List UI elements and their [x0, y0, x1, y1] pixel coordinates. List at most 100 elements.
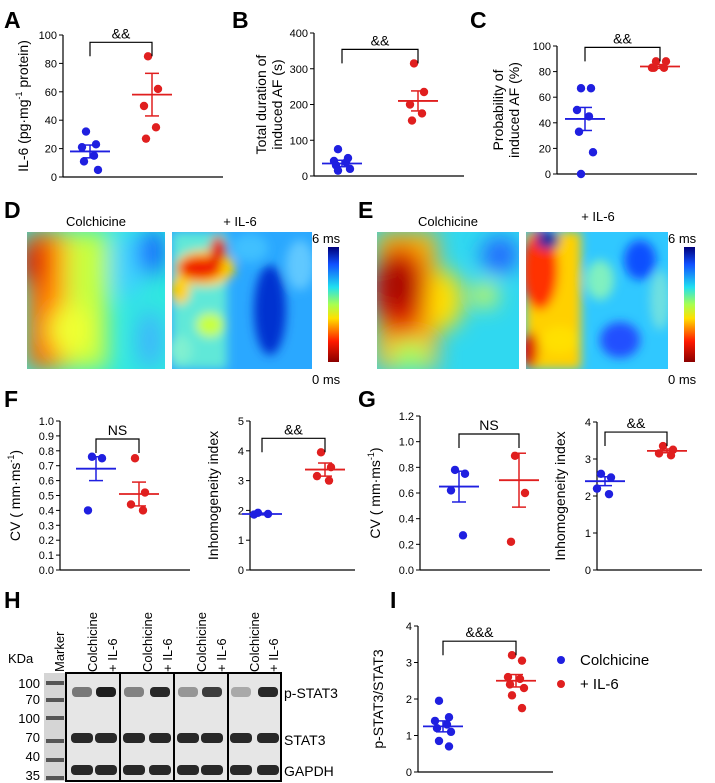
data-point-b: [409, 59, 419, 68]
blot-marker-band: [46, 716, 64, 720]
y-axis-label-b: induced AF (s): [269, 59, 285, 149]
blot-marker-band: [46, 698, 64, 702]
significance-bracket-c: [584, 46, 661, 62]
blot-mw-40: 40: [26, 749, 40, 764]
colorbar-d: [328, 247, 339, 362]
y-tick-label-i: 2: [406, 694, 412, 706]
data-point-g1: [450, 465, 460, 475]
y-tick-label-f1: 0.7: [39, 461, 54, 473]
data-point-f1: [97, 454, 107, 463]
y-tick-label-f1: 0.3: [39, 520, 54, 532]
y-tick-label-g1: 0.0: [399, 565, 414, 577]
y-tick-label-g1: 0.6: [399, 488, 414, 500]
panel-g-cv-plot: 0.0 0.2 0.4 0.6 0.8 1.0 1.2 CV ( mm·ms-1) NS: [366, 411, 550, 577]
panel-letter-e: E: [358, 197, 373, 223]
y-tick-label-c: 100: [533, 41, 551, 53]
data-point-b: [333, 144, 343, 154]
data-point-a: [89, 151, 99, 160]
significance-label-g2: &&: [627, 415, 646, 431]
data-point-g1: [506, 537, 516, 546]
blot-lane-label: Colchicine: [140, 612, 155, 672]
data-point-g1: [520, 488, 530, 498]
data-point-g1: [446, 486, 456, 495]
data-point-a: [93, 165, 103, 175]
panel-letter-g: G: [358, 386, 376, 412]
y-tick-label-f1: 1.0: [39, 416, 54, 428]
panel-d-heatmaps: Colchicine + IL-6: [27, 214, 341, 387]
significance-label-i: &&&: [465, 624, 494, 640]
y-tick-label-f2: 1: [238, 535, 244, 547]
data-point-g2: [658, 441, 668, 451]
blot-mw-100a: 100: [18, 676, 40, 691]
significance-bracket-f1: [95, 438, 140, 453]
blot-band-gapdh: [177, 765, 199, 775]
significance-label-f1: NS: [108, 422, 127, 438]
y-tick-label-a: 60: [45, 87, 57, 99]
significance-bracket-i: [442, 640, 517, 656]
blot-marker-lane: [44, 673, 66, 781]
panel-letter-c: C: [470, 7, 487, 33]
blot-band-gapdh: [95, 765, 117, 775]
panel-f-inhomogeneity-plot: 0 1 2 3 4 5 Inhomogeneity index &&: [205, 416, 355, 577]
data-point-i: [519, 683, 529, 693]
data-point-c: [586, 84, 596, 93]
y-tick-label-f2: 3: [238, 476, 244, 488]
data-point-b: [345, 164, 355, 174]
data-point-a: [139, 101, 149, 111]
data-point-i: [446, 727, 456, 737]
y-tick-label-b: 100: [290, 135, 308, 147]
y-tick-label-g2: 3: [585, 454, 591, 466]
y-tick-label-c: 80: [539, 67, 551, 79]
legend-label-colchicine: Colchicine: [580, 652, 649, 669]
y-tick-label-g1: 1.2: [399, 411, 414, 423]
panel-a-il6-plot: 0 20 40 60 80 100 IL-6 (pg·mg-1 protein) &&: [14, 25, 223, 184]
blot-marker-band: [46, 776, 64, 780]
data-point-f1: [140, 488, 150, 497]
data-point-f1: [126, 500, 136, 509]
y-tick-label-g2: 2: [585, 491, 591, 503]
y-tick-label-f1: 0.8: [39, 446, 54, 458]
panel-e-heatmaps: Colchicine + IL-6: [377, 209, 697, 387]
data-point-a: [143, 52, 153, 61]
heatmap-e-il6: [526, 232, 668, 369]
y-tick-label-f1: 0.1: [39, 550, 54, 562]
y-tick-label-g1: 1.0: [399, 437, 414, 449]
blot-band-stat3: [149, 733, 171, 743]
y-axis-label-c: induced AF (%): [506, 62, 522, 158]
colorbar-d-bottom-label: 0 ms: [312, 372, 341, 387]
blot-lane-label: + IL-6: [105, 638, 120, 672]
panel-letter-b: B: [232, 7, 249, 33]
y-tick-label-a: 80: [45, 58, 57, 70]
blot-kda-label: KDa: [8, 651, 34, 666]
blot-band-pstat3: [258, 687, 278, 697]
y-axis-label-a: IL-6 (pg·mg-1 protein): [14, 40, 31, 172]
blot-band-gapdh: [201, 765, 223, 775]
blot-band-pstat3: [231, 687, 251, 697]
data-point-a: [77, 142, 87, 152]
heatmap-d-il6-label: + IL-6: [223, 214, 257, 229]
legend-marker-colchicine: [557, 656, 565, 664]
blot-band-stat3: [71, 733, 93, 743]
y-tick-label-f1: 0.0: [39, 565, 54, 577]
significance-label-f2: &&: [284, 421, 303, 437]
y-tick-label-c: 20: [539, 143, 551, 155]
y-tick-label-g2: 4: [585, 417, 591, 429]
colorbar-e-top-label: 6 ms: [668, 231, 697, 246]
data-point-c: [576, 84, 586, 93]
panel-f-cv-plot: 0.0 0.1 0.2 0.3 0.4 0.5 0.6 0.7 0.8 0.9 1.0 CV ( mm…: [6, 416, 190, 577]
data-point-b: [419, 87, 429, 97]
blot-marker-band: [46, 758, 64, 762]
blot-band-gapdh: [123, 765, 145, 775]
data-point-a: [81, 127, 91, 136]
data-point-f1: [138, 506, 148, 515]
y-tick-label-f1: 0.6: [39, 476, 54, 488]
blot-band-pstat3: [124, 687, 144, 697]
blot-row-stat3: STAT3: [284, 732, 326, 748]
panel-letter-f: F: [4, 386, 18, 412]
significance-label-a: &&: [112, 25, 131, 41]
y-tick-label-c: 60: [539, 92, 551, 104]
significance-bracket-b: [341, 48, 419, 64]
data-point-i: [517, 703, 527, 713]
blot-row-gapdh: GAPDH: [284, 763, 334, 779]
y-tick-label-f2: 4: [238, 446, 244, 458]
